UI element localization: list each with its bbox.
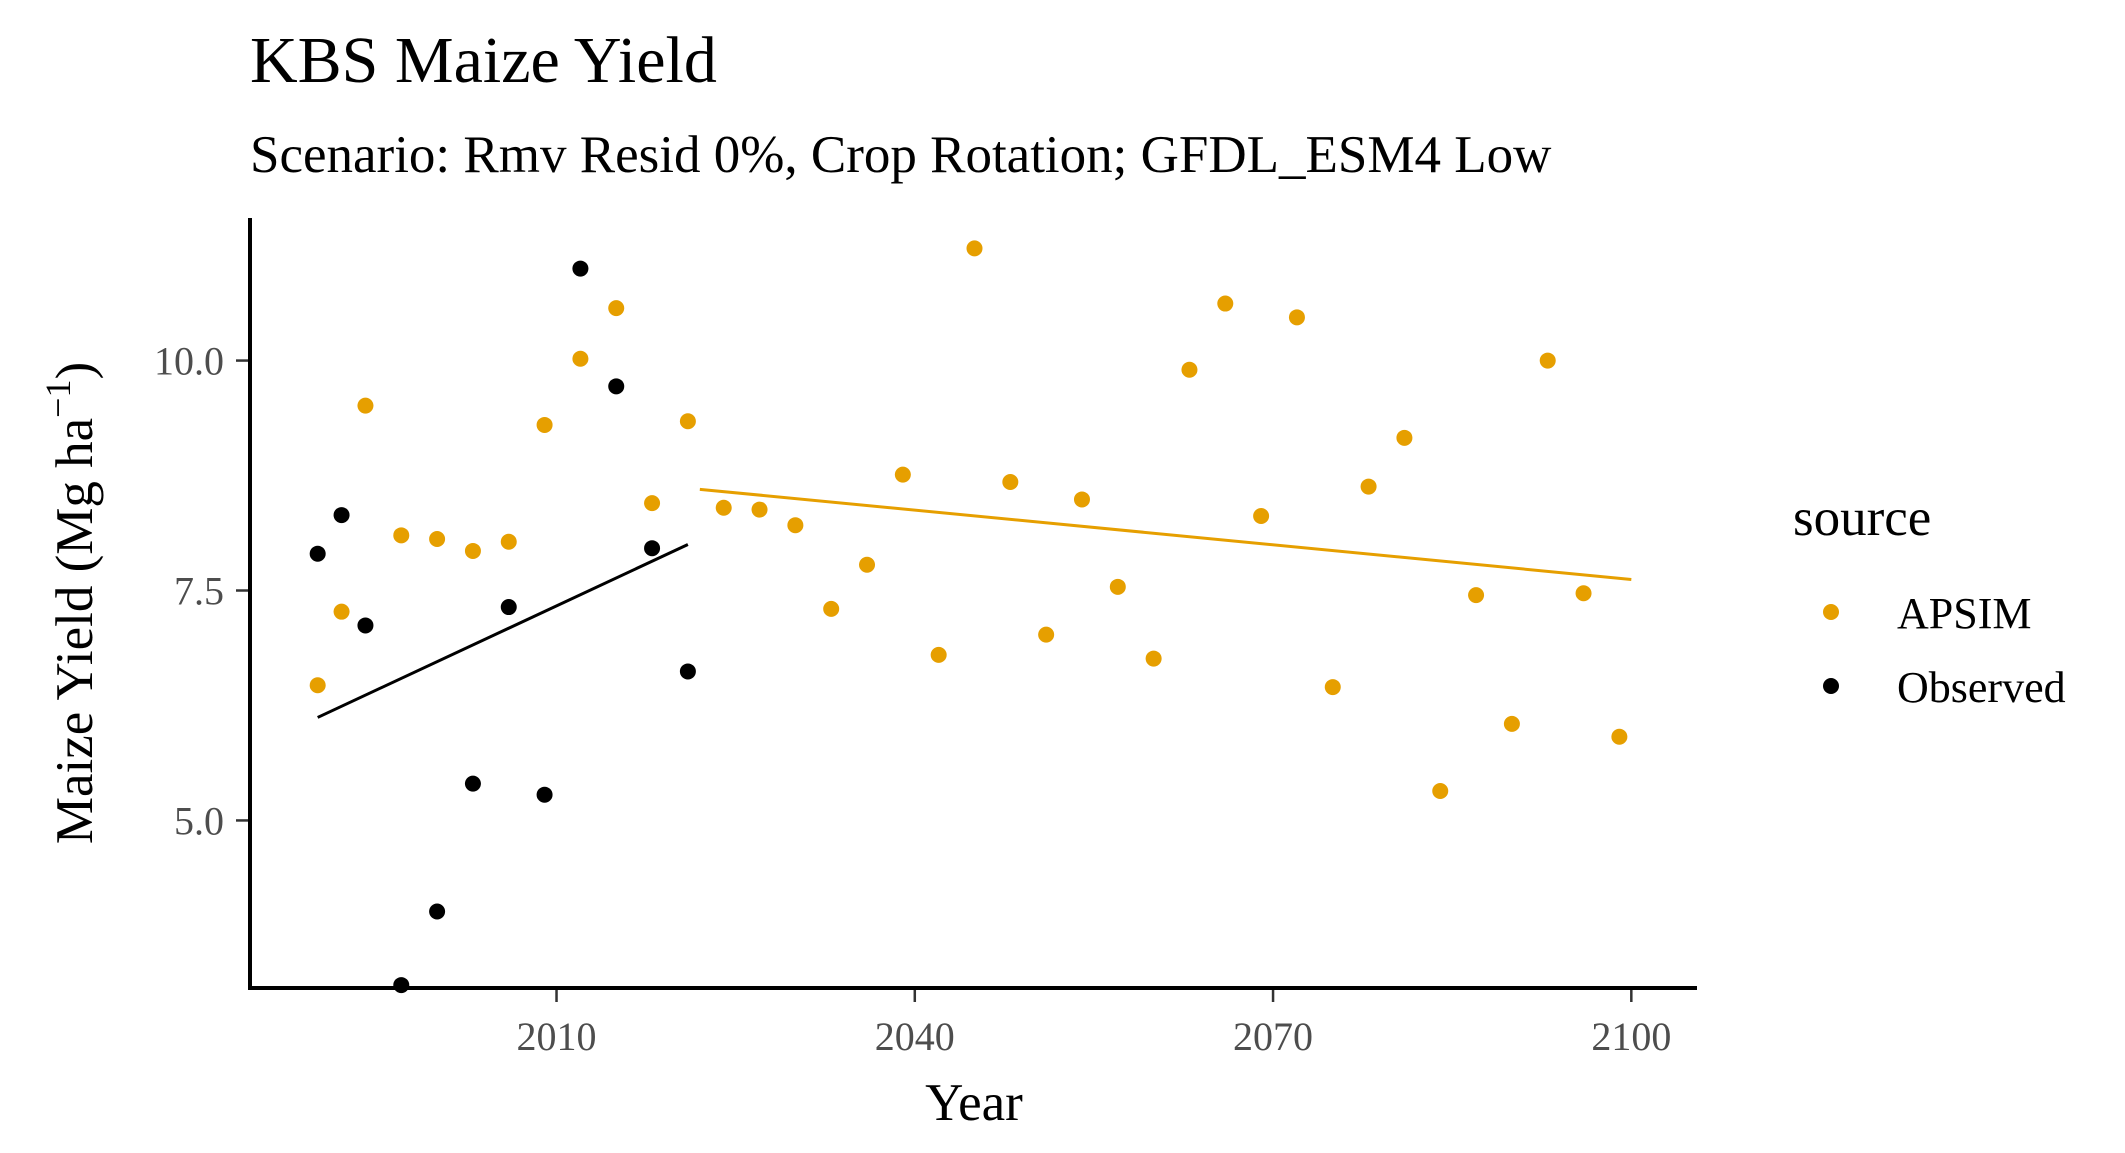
point-observed-6 (500, 599, 517, 616)
x-axis-title: Year (925, 1074, 1023, 1132)
point-apsim-35 (1539, 352, 1556, 369)
point-apsim-0 (309, 677, 326, 694)
point-observed-0 (309, 545, 326, 562)
y-tick-label-7.5: 7.5 (174, 569, 224, 614)
point-apsim-37 (1611, 728, 1628, 745)
point-apsim-19 (966, 240, 983, 257)
point-apsim-27 (1253, 508, 1270, 525)
legend-key-apsim (1823, 604, 1839, 620)
point-apsim-33 (1468, 587, 1485, 604)
point-observed-5 (464, 775, 481, 792)
x-tick-label-2010: 2010 (517, 1014, 597, 1059)
point-apsim-20 (1002, 473, 1019, 490)
point-apsim-9 (608, 300, 625, 317)
point-apsim-17 (894, 466, 911, 483)
data-points (309, 240, 1628, 994)
y-tick-label-10.0: 10.0 (154, 339, 224, 384)
legend-key-observed (1823, 678, 1839, 694)
point-apsim-24 (1145, 650, 1162, 667)
point-observed-9 (608, 378, 625, 395)
y-axis-title: Maize Yield (Mg ha−1) (38, 362, 104, 844)
point-observed-3 (393, 977, 410, 994)
x-tick-label-2070: 2070 (1233, 1014, 1313, 1059)
point-observed-4 (429, 903, 446, 920)
point-apsim-10 (644, 495, 661, 512)
y-ticks: 5.0 7.5 10.0 (154, 339, 248, 843)
point-apsim-1 (333, 603, 350, 620)
point-apsim-2 (357, 397, 374, 414)
x-tick-label-2100: 2100 (1591, 1014, 1671, 1059)
point-observed-2 (357, 617, 374, 634)
point-apsim-23 (1109, 578, 1126, 595)
point-apsim-26 (1217, 295, 1234, 312)
point-apsim-11 (679, 413, 696, 430)
point-apsim-36 (1575, 585, 1592, 602)
x-tick-label-2040: 2040 (875, 1014, 955, 1059)
point-apsim-14 (787, 517, 804, 534)
point-apsim-21 (1038, 626, 1055, 643)
point-apsim-4 (429, 530, 446, 547)
trend-lines (317, 487, 1632, 719)
legend-label-observed: Observed (1897, 663, 2066, 712)
chart-subtitle: Scenario: Rmv Resid 0%, Crop Rotation; G… (250, 126, 1552, 184)
point-apsim-30 (1360, 478, 1377, 495)
point-apsim-29 (1324, 679, 1341, 696)
point-apsim-15 (823, 600, 840, 617)
trend-line-observed (317, 543, 689, 719)
point-apsim-28 (1288, 309, 1305, 326)
point-apsim-7 (536, 416, 553, 433)
y-tick-label-5.0: 5.0 (174, 798, 224, 843)
point-apsim-8 (572, 350, 589, 367)
point-apsim-16 (859, 556, 876, 573)
y-axis-title-exponent: −1 (38, 380, 78, 418)
y-axis-title-main: Maize Yield (Mg ha (46, 418, 104, 844)
legend-label-apsim: APSIM (1897, 589, 2032, 638)
chart-title: KBS Maize Yield (250, 24, 717, 97)
point-apsim-32 (1432, 783, 1449, 800)
point-observed-7 (536, 786, 553, 803)
point-apsim-6 (500, 533, 517, 550)
point-apsim-31 (1396, 429, 1413, 446)
point-apsim-18 (930, 646, 947, 663)
point-apsim-25 (1181, 361, 1198, 378)
point-apsim-22 (1073, 491, 1090, 508)
trend-line-apsim (699, 487, 1632, 581)
y-axis-title-close: ) (46, 362, 104, 380)
point-observed-1 (333, 507, 350, 524)
point-observed-8 (572, 260, 589, 277)
point-observed-10 (644, 540, 661, 557)
x-ticks: 2010 2040 2070 2100 (517, 990, 1671, 1059)
legend: source APSIM Observed (1793, 489, 2066, 712)
point-apsim-12 (715, 499, 732, 516)
point-apsim-13 (751, 501, 768, 518)
point-apsim-34 (1503, 715, 1520, 732)
point-apsim-3 (393, 527, 410, 544)
legend-title: source (1793, 489, 1931, 547)
point-apsim-5 (464, 542, 481, 559)
point-observed-11 (679, 663, 696, 680)
